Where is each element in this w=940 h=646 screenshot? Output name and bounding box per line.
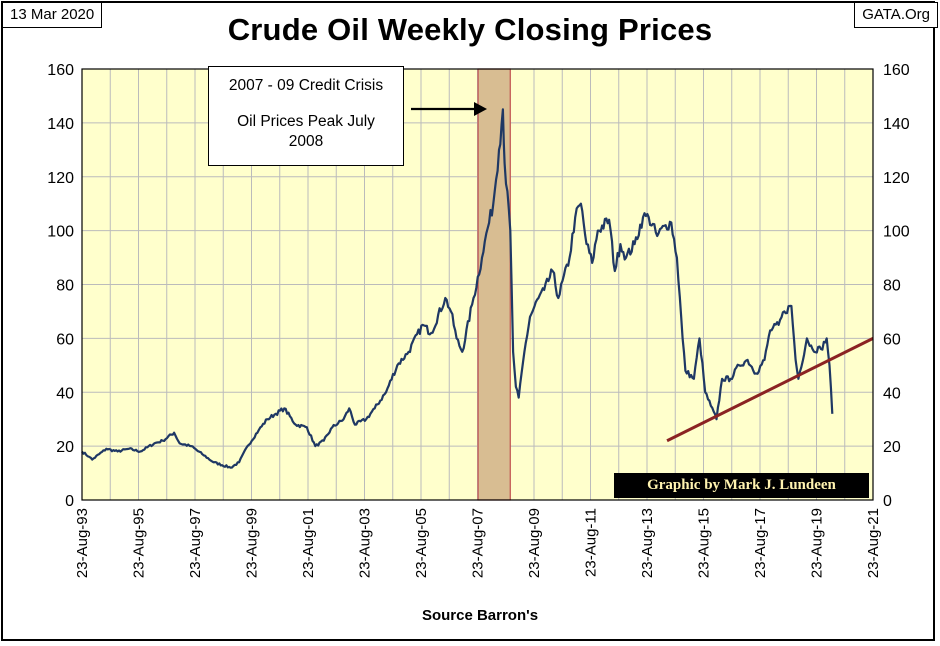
x-tick-label: 23-Aug-13 <box>639 508 656 578</box>
plot-border <box>81 68 874 501</box>
x-axis-label: Source Barron's <box>421 607 539 624</box>
x-axis: 23-Aug-93 23-Aug-95 23-Aug-97 23-Aug-99 23-A… <box>74 508 882 578</box>
trend-line <box>666 337 874 443</box>
x-tick-label: 23-Aug-99 <box>244 508 261 578</box>
x-tick-label: 23-Aug-15 <box>696 508 713 578</box>
x-tick-label: 23-Aug-95 <box>131 508 148 578</box>
y-tick-label-right: 20 <box>883 439 901 456</box>
y-tick-label-right: 140 <box>883 116 910 133</box>
x-tick-label: 23-Aug-11 <box>583 508 600 577</box>
y-axis-right: 0 20 40 60 80 100 120 140 160 <box>883 62 910 510</box>
x-tick-label: 23-Aug-19 <box>809 508 826 578</box>
x-tick-label: 23-Aug-09 <box>526 508 543 578</box>
y-tick-label-right: 40 <box>883 385 901 402</box>
y-tick-label-left: 20 <box>56 439 74 456</box>
y-axis-left: 0 20 40 60 80 100 120 140 160 <box>47 62 74 510</box>
y-tick-label-right: 0 <box>883 493 892 510</box>
crisis-period-band <box>477 68 511 501</box>
y-tick-label-left: 120 <box>47 170 74 187</box>
chart-title: Crude Oil Weekly Closing Prices <box>227 12 713 47</box>
x-tick-label: 23-Aug-21 <box>865 508 882 578</box>
annotation-box: 2007 - 09 Credit Crisis Oil Prices Peak … <box>208 66 404 166</box>
y-tick-label-right: 120 <box>883 170 910 187</box>
x-tick-label: 23-Aug-93 <box>74 508 91 578</box>
y-tick-label-right: 60 <box>883 331 901 348</box>
annotation-arrow-head <box>474 102 487 116</box>
x-tick-label: 23-Aug-17 <box>752 508 769 578</box>
y-tick-label-left: 160 <box>47 62 74 79</box>
annotation-line1: 2007 - 09 Credit Crisis <box>228 77 384 94</box>
price-line <box>81 108 834 469</box>
x-tick-label: 23-Aug-07 <box>470 508 487 578</box>
y-tick-label-right: 160 <box>883 62 910 79</box>
y-tick-label-right: 100 <box>883 224 910 241</box>
credit-badge: Graphic by Mark J. Lundeen <box>614 473 869 498</box>
y-tick-label-left: 80 <box>56 278 74 295</box>
y-tick-label-left: 0 <box>65 493 74 510</box>
y-tick-label-left: 100 <box>47 224 74 241</box>
y-tick-label-left: 60 <box>56 331 74 348</box>
x-tick-label: 23-Aug-05 <box>413 508 430 578</box>
x-tick-label: 23-Aug-01 <box>300 508 317 578</box>
x-tick-label: 23-Aug-97 <box>187 508 204 578</box>
date-label: 13 Mar 2020 <box>2 2 103 28</box>
x-tick-label: 23-Aug-03 <box>357 508 374 578</box>
y-tick-label-left: 140 <box>47 116 74 133</box>
source-tag: GATA.Org <box>854 2 938 28</box>
y-tick-label-left: 40 <box>56 385 74 402</box>
annotation-line2: Oil Prices Peak July 2008 <box>237 113 375 150</box>
y-tick-label-right: 80 <box>883 278 901 295</box>
